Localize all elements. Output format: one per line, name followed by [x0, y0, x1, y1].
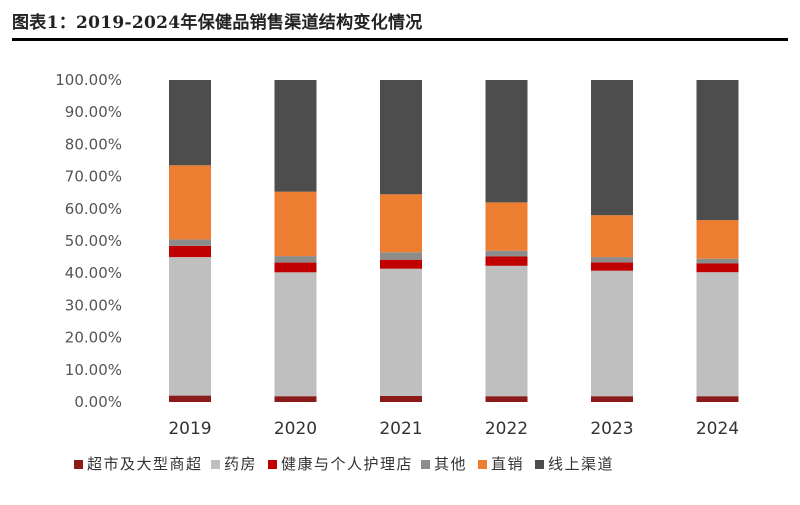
x-tick-label: 2022: [485, 419, 528, 439]
bar-segment: [274, 396, 317, 402]
bar-segment: [380, 395, 422, 402]
bar-segment: [380, 252, 422, 260]
bar-segment: [169, 395, 211, 402]
bar-segment: [485, 250, 528, 257]
x-axis: 2019 2020 2021 2022 2023 2024: [168, 419, 739, 439]
bar-segment: [591, 396, 633, 402]
x-tick-label: 2023: [590, 419, 633, 439]
bar-segment: [169, 239, 211, 246]
bar-segment: [696, 258, 739, 264]
legend-swatch: [211, 460, 220, 469]
legend-label: 其他: [434, 455, 467, 473]
y-axis: 0.00% 10.00% 20.00% 30.00% 40.00% 50.00% 60.00…: [55, 71, 122, 411]
bar-segment: [696, 80, 739, 221]
bar-segment: [696, 272, 739, 397]
x-tick-label: 2021: [379, 419, 422, 439]
bar-segment: [485, 80, 528, 203]
legend: 超市及大型商超 药房 健康与个人护理店 其他 直销 线上渠道: [74, 455, 614, 473]
bar-segment: [591, 80, 633, 216]
legend-label: 药房: [224, 455, 257, 473]
bar-segment: [380, 80, 422, 195]
y-tick-label: 30.00%: [65, 296, 122, 314]
y-tick-label: 40.00%: [65, 264, 122, 282]
bar-segment: [696, 396, 739, 402]
chart-title: 图表1：2019-2024年保健品销售渠道结构变化情况: [12, 13, 423, 33]
title-divider: [12, 38, 788, 41]
bar-segment: [274, 80, 317, 192]
x-tick-label: 2024: [696, 419, 739, 439]
legend-swatch: [268, 460, 277, 469]
bar-segment: [485, 396, 528, 402]
y-tick-label: 50.00%: [65, 232, 122, 250]
bar-segment: [274, 256, 317, 263]
bar-segment: [380, 194, 422, 253]
y-tick-label: 20.00%: [65, 329, 122, 347]
bar-segment: [696, 220, 739, 259]
bar-segment: [591, 257, 633, 263]
bar-segment: [591, 270, 633, 397]
legend-swatch: [535, 460, 544, 469]
bar-segment: [169, 257, 211, 396]
y-tick-label: 0.00%: [74, 393, 122, 411]
y-tick-label: 70.00%: [65, 168, 122, 186]
stacked-bar-chart: 0.00% 10.00% 20.00% 30.00% 40.00% 50.00% 60.00…: [55, 71, 739, 473]
x-tick-label: 2020: [274, 419, 317, 439]
legend-swatch: [74, 460, 83, 469]
legend-swatch: [478, 460, 487, 469]
bar-segment: [380, 259, 422, 269]
bar-segment: [274, 191, 317, 257]
bar-segment: [591, 262, 633, 271]
bar-segment: [274, 272, 317, 397]
legend-label: 直销: [491, 455, 524, 473]
bar-segment: [485, 265, 528, 397]
y-tick-label: 100.00%: [55, 71, 122, 89]
legend-label: 线上渠道: [548, 455, 614, 473]
bar-series: [169, 80, 739, 402]
legend-label: 超市及大型商超: [87, 455, 203, 473]
bar-segment: [380, 268, 422, 396]
legend-label: 健康与个人护理店: [281, 455, 413, 473]
legend-swatch: [421, 460, 430, 469]
x-tick-label: 2019: [168, 419, 211, 439]
y-tick-label: 10.00%: [65, 361, 122, 379]
bar-segment: [169, 245, 211, 258]
bar-segment: [696, 263, 739, 273]
bar-segment: [485, 256, 528, 266]
y-tick-label: 60.00%: [65, 200, 122, 218]
bar-segment: [274, 262, 317, 273]
y-tick-label: 80.00%: [65, 135, 122, 153]
bar-segment: [485, 202, 528, 251]
y-tick-label: 90.00%: [65, 103, 122, 121]
bar-segment: [169, 165, 211, 240]
bar-segment: [591, 215, 633, 258]
bar-segment: [169, 80, 211, 166]
